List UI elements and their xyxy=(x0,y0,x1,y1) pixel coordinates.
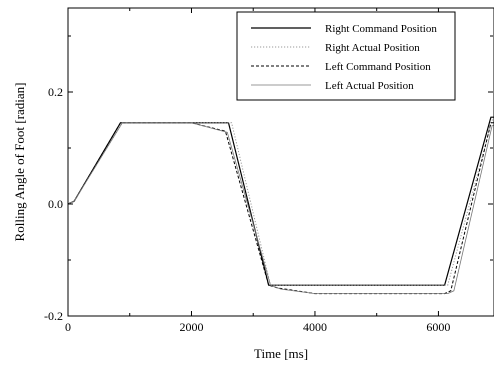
series-line-1 xyxy=(67,116,494,286)
series-line-3 xyxy=(67,122,494,295)
legend-entry: Left Command Position xyxy=(325,61,431,73)
legend-entry: Right Command Position xyxy=(325,23,437,35)
y-tick-label: 0.2 xyxy=(48,85,63,99)
y-tick-label: 0.0 xyxy=(48,197,63,211)
x-tick-label: 6000 xyxy=(426,320,450,334)
y-axis-label: Rolling Angle of Foot [radian] xyxy=(12,83,27,242)
x-axis: 0 2000 4000 6000 xyxy=(65,8,450,334)
x-tick-label: 2000 xyxy=(179,320,203,334)
legend-entry: Right Actual Position xyxy=(325,42,420,54)
y-axis: -0.2 0.0 0.2 xyxy=(44,35,493,323)
series-line-2 xyxy=(67,119,494,286)
legend: Right Command Position Right Actual Posit… xyxy=(236,11,456,101)
x-tick-label: 0 xyxy=(65,320,71,334)
plot-frame xyxy=(67,7,494,317)
series-line-4 xyxy=(67,122,494,295)
x-tick-label: 4000 xyxy=(303,320,327,334)
x-axis-label: Time [ms] xyxy=(254,346,308,361)
legend-entry: Left Actual Position xyxy=(325,80,414,92)
chart-marks xyxy=(67,116,494,295)
y-tick-label: -0.2 xyxy=(44,309,63,323)
